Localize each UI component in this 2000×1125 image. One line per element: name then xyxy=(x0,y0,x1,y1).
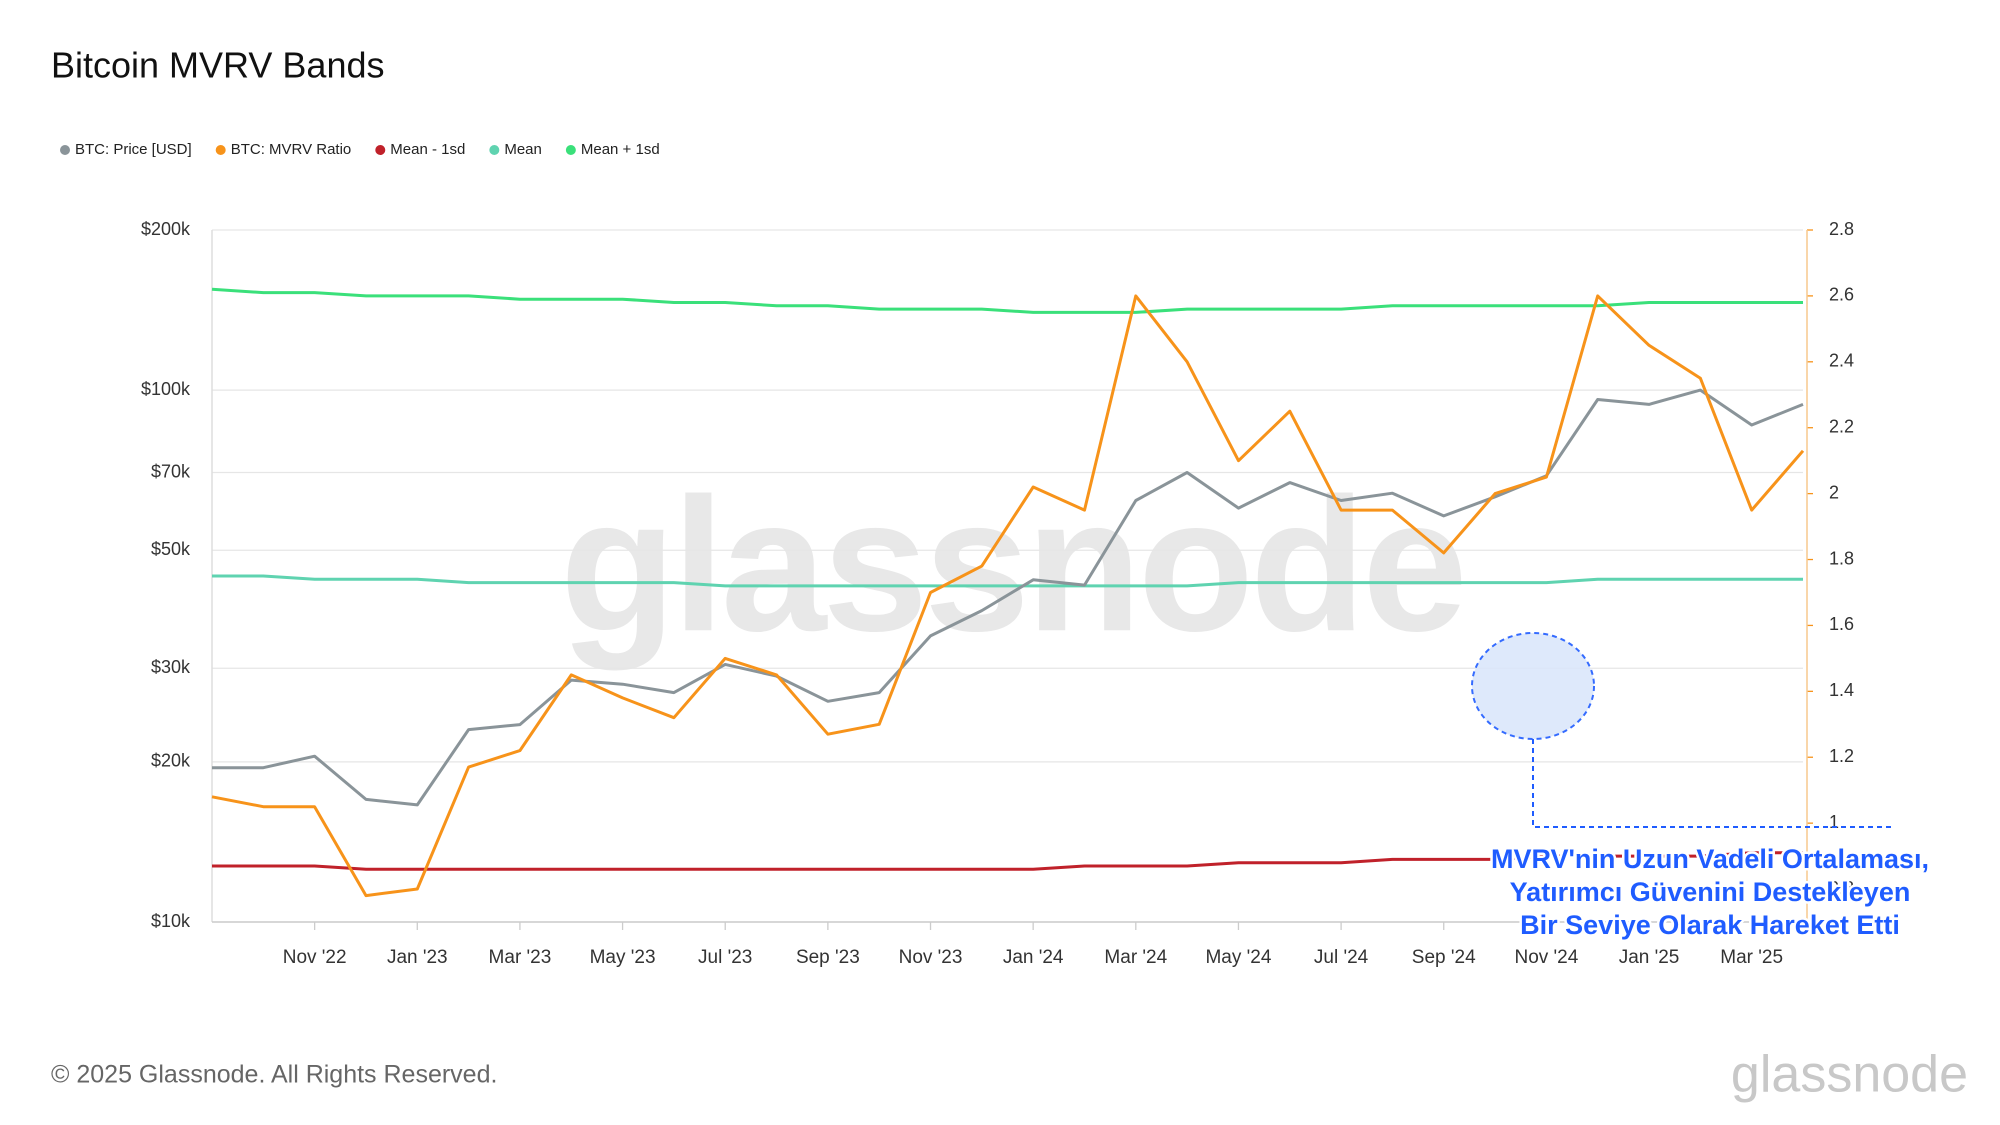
legend-marker xyxy=(60,145,70,155)
series-line xyxy=(211,287,1803,314)
x-tick-label: Jan '23 xyxy=(387,947,448,968)
watermark: glassnode xyxy=(560,459,1464,671)
legend-marker xyxy=(215,145,226,155)
series-line xyxy=(212,574,1803,588)
legend-marker xyxy=(375,145,386,155)
annotation: MVRV'nin Uzun Vadeli Ortalaması,Yatırımc… xyxy=(1471,632,1932,943)
y2-tick-label: 2.2 xyxy=(1829,416,1854,436)
y-tick-label: $20k xyxy=(151,751,191,771)
x-tick-label: Nov '24 xyxy=(1514,947,1578,968)
y-tick-label: $200k xyxy=(141,219,191,239)
legend-label: Mean xyxy=(504,141,542,158)
series-line xyxy=(211,294,1805,898)
legend-label: BTC: Price [USD] xyxy=(75,141,192,158)
y2-tick-label: 2.6 xyxy=(1829,285,1854,305)
x-tick-label: May '24 xyxy=(1205,947,1271,968)
x-tick-label: Jul '23 xyxy=(698,947,752,968)
y2-tick-label: 1.4 xyxy=(1829,680,1854,700)
legend-label: Mean - 1sd xyxy=(390,141,465,158)
legend-label: BTC: MVRV Ratio xyxy=(231,141,352,158)
y2-tick-label: 2.8 xyxy=(1829,219,1854,239)
x-tick-label: Nov '23 xyxy=(899,947,963,968)
y2-tick-label: 1.8 xyxy=(1829,548,1854,568)
x-tick-label: Sep '23 xyxy=(796,947,860,968)
y2-tick-label: 1.6 xyxy=(1829,614,1854,634)
y-tick-label: $70k xyxy=(151,461,191,481)
y-tick-label: $10k xyxy=(151,911,191,931)
x-tick-label: Mar '24 xyxy=(1104,947,1167,968)
x-tick-label: Jul '24 xyxy=(1314,947,1369,968)
series-line xyxy=(212,851,1803,871)
y2-tick-label: 2.4 xyxy=(1829,351,1854,371)
y-tick-label: $100k xyxy=(141,379,191,399)
y-tick-label: $30k xyxy=(151,657,191,677)
annotation-text: MVRV'nin Uzun Vadeli Ortalaması, xyxy=(1491,844,1929,874)
footer: © 2025 Glassnode. All Rights Reserved. xyxy=(51,1061,497,1089)
x-tick-label: Sep '24 xyxy=(1412,947,1476,968)
y-tick-label: $50k xyxy=(151,539,191,559)
x-tick-label: Jan '25 xyxy=(1619,947,1680,968)
legend-marker xyxy=(565,145,576,155)
logo: glassnode xyxy=(1731,1046,1968,1104)
annotation-text: Bir Seviye Olarak Hareket Etti xyxy=(1520,910,1900,940)
x-tick-label: Nov '22 xyxy=(283,947,347,968)
y2-tick-label: 2 xyxy=(1829,482,1839,502)
legend-marker xyxy=(489,145,500,155)
x-tick-label: May '23 xyxy=(590,947,656,968)
x-tick-label: Mar '25 xyxy=(1720,947,1783,968)
legend-label: Mean + 1sd xyxy=(581,141,660,158)
y2-tick-label: 0.8 xyxy=(1829,878,1854,898)
x-tick-label: Mar '23 xyxy=(489,947,552,968)
annotation-text: Yatırımcı Güvenini Destekleyen xyxy=(1510,877,1911,907)
chart-title: Bitcoin MVRV Bands xyxy=(51,45,385,86)
y2-tick-label: 1.2 xyxy=(1829,746,1854,766)
y2-tick-label: 1 xyxy=(1829,812,1839,832)
x-tick-label: Jan '24 xyxy=(1003,947,1064,968)
